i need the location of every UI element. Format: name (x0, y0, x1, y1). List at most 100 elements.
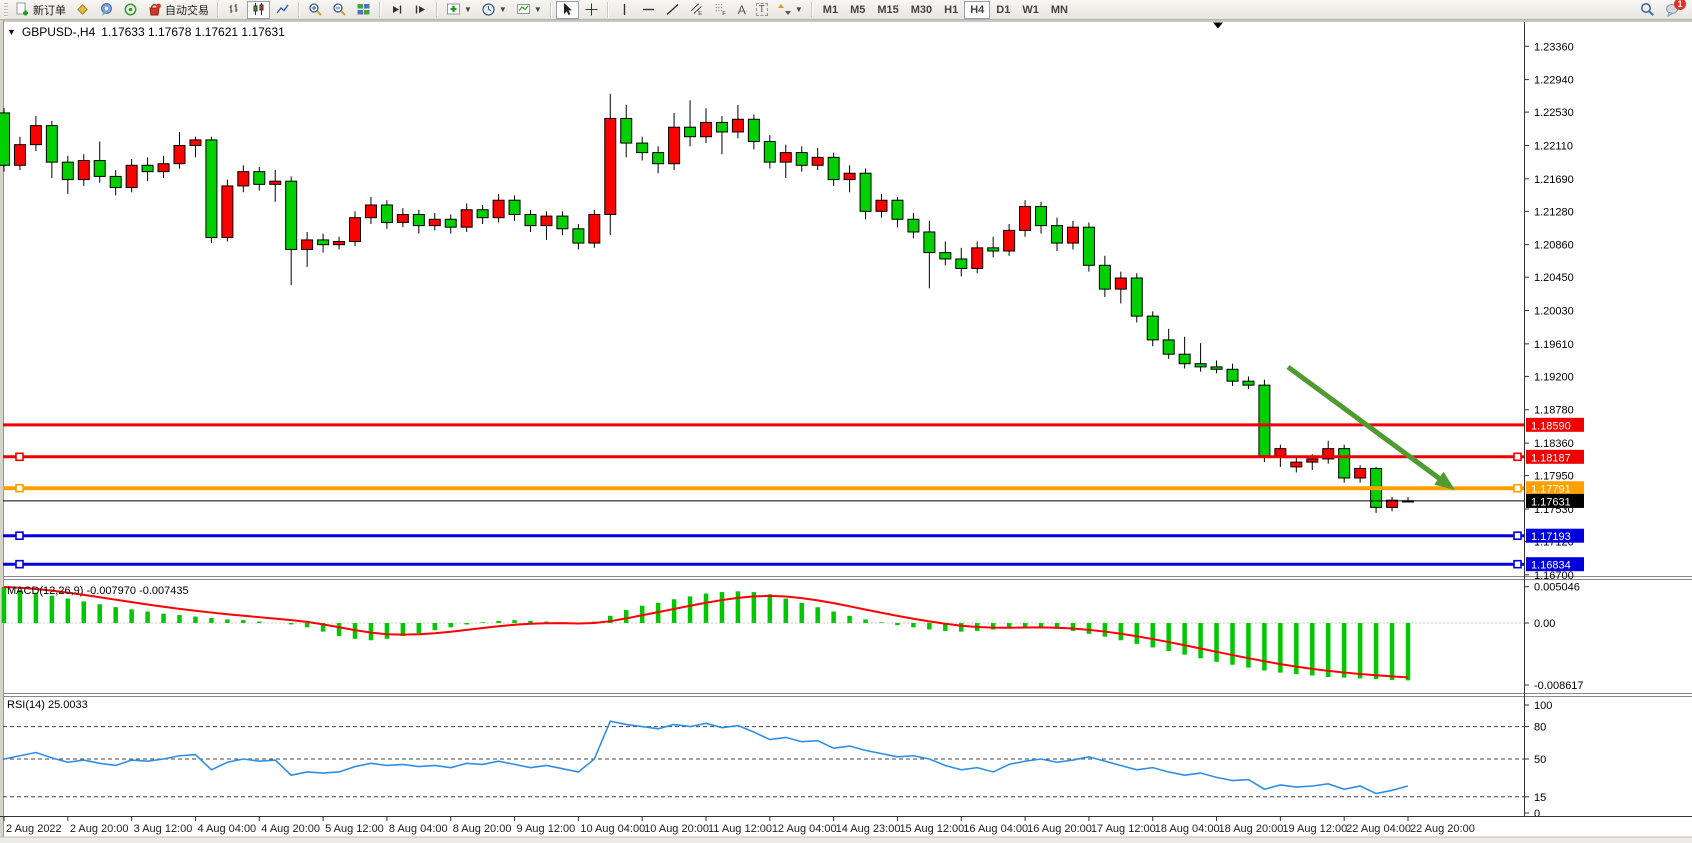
candle (859, 172, 872, 212)
candle (588, 214, 601, 244)
line-handle[interactable] (15, 559, 24, 569)
auto-scroll-icon (393, 5, 402, 14)
crosshair-button[interactable] (580, 1, 603, 19)
trend-arrow-head[interactable] (1434, 471, 1455, 490)
candle (285, 180, 298, 250)
time-axis-label: 14 Aug 23:00 (836, 823, 901, 835)
rsi-axis-label: 100 (1534, 700, 1552, 712)
candlestick-chart-button[interactable] (247, 0, 270, 19)
notifications-button[interactable]: 1 (1665, 0, 1686, 17)
time-axis-label: 3 Aug 12:00 (134, 823, 193, 835)
search-button[interactable] (1636, 1, 1659, 19)
channel-button[interactable]: E (685, 1, 708, 19)
chart-shift-button[interactable] (409, 1, 432, 19)
price-badge (1526, 557, 1584, 572)
tf-button-d1[interactable]: D1 (990, 1, 1016, 19)
line-handle[interactable] (15, 531, 24, 540)
candle (1035, 206, 1048, 227)
tf-button-m1[interactable]: M1 (817, 1, 844, 19)
candle (795, 152, 808, 166)
hline-button[interactable] (637, 1, 660, 19)
window-edge (0, 20, 3, 843)
tf-button-m30[interactable]: M30 (905, 1, 938, 19)
toolbar-separator (298, 1, 300, 18)
fibonacci-button[interactable]: F (709, 1, 732, 19)
metaeditor-button[interactable] (71, 1, 94, 19)
candle (827, 156, 840, 181)
time-axis-label: 22 Aug 20:00 (1410, 823, 1475, 835)
line-handle[interactable] (1513, 559, 1522, 569)
auto-scroll-button[interactable] (385, 1, 408, 19)
tf-button-m15[interactable]: M15 (871, 1, 904, 19)
candle (923, 231, 936, 254)
chart-bg (0, 20, 1692, 843)
toolbar-separator (549, 1, 552, 18)
periods-button[interactable]: ▼ (477, 1, 511, 19)
tf-button-mn[interactable]: MN (1045, 1, 1074, 19)
trend-arrow[interactable] (1286, 364, 1446, 484)
zoom-out-button[interactable] (328, 1, 351, 19)
line-handle[interactable] (15, 452, 24, 462)
line-handle[interactable] (1513, 452, 1522, 462)
notification-badge: 1 (1674, 0, 1686, 10)
tile-windows-button[interactable] (352, 1, 375, 19)
price-axis-label: 1.16700 (1534, 570, 1574, 582)
chart-shift-icon (415, 5, 425, 14)
chart-title: ▼ GBPUSD-,H4 1.17633 1.17678 1.17621 1.1… (7, 25, 285, 39)
candle (636, 142, 649, 154)
indicators-button[interactable]: ▼ (442, 1, 476, 19)
ohlc-caret-icon[interactable]: ▼ (7, 27, 16, 37)
new-order-button[interactable]: 新订单 (11, 1, 70, 19)
signals-button[interactable] (119, 1, 142, 19)
line-handle[interactable] (1513, 483, 1522, 493)
signals-icon (124, 3, 137, 16)
price-axis-label: 1.19200 (1534, 371, 1574, 383)
templates-button[interactable]: ▼ (512, 1, 546, 19)
time-axis-label: 8 Aug 20:00 (453, 823, 512, 835)
shapes-button[interactable]: ▼ (773, 1, 807, 19)
candle (843, 172, 856, 181)
price-axis-label: 1.19610 (1534, 339, 1574, 351)
tf-button-m5[interactable]: M5 (844, 1, 871, 19)
candle (811, 156, 824, 166)
price-badge-label: 1.17791 (1531, 484, 1571, 496)
trendline-button[interactable] (661, 1, 684, 19)
candle (715, 121, 728, 133)
zoom-in-icon (309, 3, 322, 16)
hline-icon (642, 8, 654, 11)
candle (1162, 339, 1175, 355)
candle (29, 125, 42, 146)
candle (1066, 226, 1079, 244)
line-chart-button[interactable] (271, 1, 294, 19)
chart-shift-marker[interactable] (1213, 22, 1223, 29)
candle (1114, 277, 1127, 290)
tf-button-h1[interactable]: H1 (938, 1, 964, 19)
candle (779, 152, 792, 163)
candle (13, 144, 26, 166)
zoom-in-button[interactable] (304, 1, 327, 19)
autotrading-button[interactable]: 自动交易 (143, 1, 213, 19)
text-button[interactable]: A (733, 1, 751, 19)
candle (237, 171, 250, 187)
time-axis-label: 2 Aug 20:00 (70, 823, 129, 835)
candle (971, 247, 984, 269)
price-badge (1526, 481, 1584, 496)
tf-button-w1[interactable]: W1 (1016, 1, 1045, 19)
bar-chart-button[interactable] (223, 1, 246, 19)
candle (1082, 226, 1095, 266)
candle (492, 199, 505, 219)
candle (1003, 229, 1016, 252)
label-button[interactable]: T (752, 1, 772, 19)
line-handle[interactable] (15, 483, 24, 493)
candle (875, 199, 888, 212)
cursor-button[interactable] (555, 0, 579, 19)
line-handle[interactable] (1513, 531, 1522, 540)
template-icon (516, 4, 530, 14)
tf-button-h4[interactable]: H4 (964, 0, 991, 19)
toolbar-grip[interactable] (4, 2, 8, 17)
price-badge-label: 1.17631 (1531, 496, 1571, 508)
vline-button[interactable] (613, 1, 636, 19)
candle (1146, 315, 1159, 341)
community-button[interactable] (95, 1, 118, 19)
candle (1242, 380, 1255, 386)
